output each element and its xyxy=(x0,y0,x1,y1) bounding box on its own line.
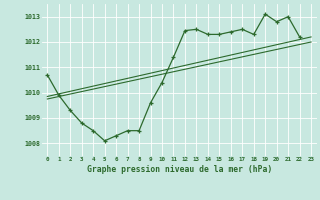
X-axis label: Graphe pression niveau de la mer (hPa): Graphe pression niveau de la mer (hPa) xyxy=(87,165,272,174)
